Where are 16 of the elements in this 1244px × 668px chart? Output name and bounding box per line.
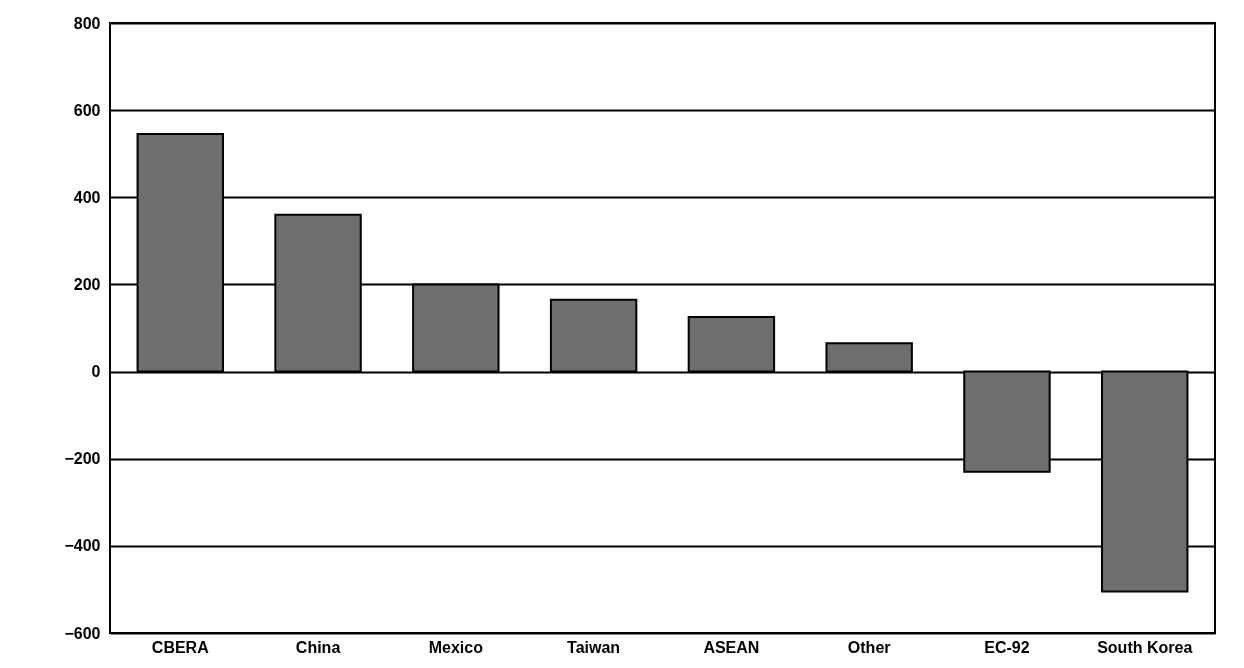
x-tick-label: ASEAN [703, 638, 760, 656]
x-tick-label: Other [847, 638, 891, 656]
x-tick-label: EC-92 [984, 638, 1030, 656]
x-tick-label: Taiwan [567, 638, 621, 656]
x-tick-label: China [295, 638, 341, 656]
y-tick-label: −600 [64, 624, 101, 642]
y-tick-label: 200 [73, 275, 101, 293]
y-tick-label: 400 [73, 188, 101, 206]
x-tick-label: South Korea [1097, 638, 1193, 656]
y-tick-label: −400 [64, 537, 101, 555]
y-tick-label: −200 [64, 450, 101, 468]
y-tick-label: 600 [73, 101, 101, 119]
y-tick-label: 0 [91, 363, 101, 381]
x-tick-label: Mexico [428, 638, 484, 656]
x-tick-label: CBERA [151, 638, 210, 656]
y-tick-label: 800 [73, 14, 101, 32]
